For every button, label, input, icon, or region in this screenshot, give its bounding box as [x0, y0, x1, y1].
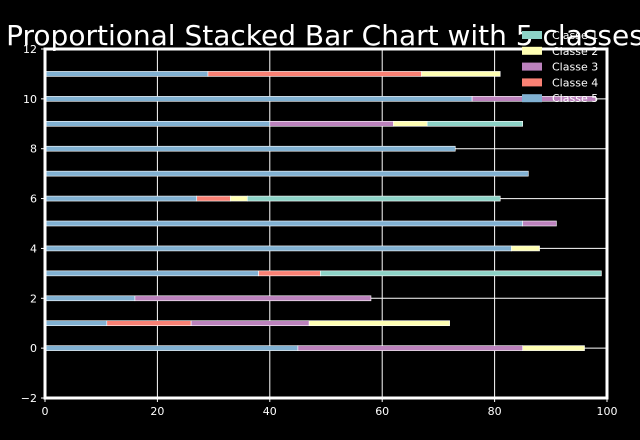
bar-segment-classe-2 [308, 320, 450, 327]
bar-segment-classe-5 [44, 220, 524, 227]
legend-swatch [522, 31, 542, 39]
legend-item: Classe 5 [522, 92, 598, 105]
x-tick-label: 60 [375, 405, 389, 418]
legend-item: Classe 4 [522, 76, 598, 89]
bar-segment-classe-2 [522, 345, 585, 351]
x-tick-label: 0 [42, 405, 49, 418]
bar-segment-classe-1 [426, 120, 524, 127]
bar-segment-classe-3 [134, 295, 372, 302]
bar-segment-classe-2 [393, 120, 428, 127]
bars [44, 71, 602, 351]
legend-item: Classe 1 [522, 29, 598, 42]
legend: Classe 1 Classe 2 Classe 3 Classe 4 Classe 5 [522, 29, 598, 105]
legend-label: Classe 5 [552, 92, 598, 105]
bar-segment-classe-2 [230, 195, 248, 202]
bar-segment-classe-5 [44, 145, 456, 152]
y-tick-label: 10 [23, 93, 37, 106]
legend-item: Classe 2 [522, 45, 598, 58]
bar-segment-classe-5 [44, 345, 299, 351]
bar-segment-classe-1 [320, 270, 602, 277]
bar-segment-classe-3 [522, 220, 557, 227]
legend-label: Classe 1 [552, 29, 598, 42]
x-tick-label: 20 [150, 405, 164, 418]
bar-segment-classe-2 [421, 71, 501, 77]
bar-segment-classe-4 [258, 270, 321, 277]
y-tick-label: −2 [21, 392, 37, 405]
bar-segment-classe-5 [44, 170, 529, 177]
bar-segment-classe-3 [297, 345, 523, 351]
bar-segment-classe-4 [207, 71, 422, 77]
bar-segment-classe-5 [44, 245, 512, 252]
legend-label: Classe 3 [552, 61, 598, 74]
y-tick-label: 0 [30, 342, 37, 355]
y-tick-label: 8 [30, 143, 37, 156]
bar-segment-classe-4 [196, 195, 231, 202]
bar-segment-classe-5 [44, 320, 108, 327]
bar-segment-classe-5 [44, 96, 473, 102]
bar-segment-classe-5 [44, 71, 209, 77]
legend-label: Classe 2 [552, 45, 598, 58]
bar-segment-classe-5 [44, 295, 136, 302]
x-tick-label: 100 [597, 405, 618, 418]
bar-segment-classe-2 [511, 245, 540, 252]
bar-segment-classe-5 [44, 120, 271, 127]
legend-label: Classe 4 [552, 76, 598, 89]
y-tick-label: 6 [30, 193, 37, 206]
legend-swatch [522, 78, 542, 87]
y-tick-label: 2 [30, 292, 37, 305]
bar-segment-classe-4 [106, 320, 192, 327]
bar-segment-classe-5 [44, 270, 259, 277]
legend-swatch [522, 62, 542, 71]
bar-segment-classe-3 [269, 120, 394, 127]
y-axis: −2 0 2 4 6 8 10 12 [21, 43, 45, 405]
x-tick-label: 40 [263, 405, 277, 418]
chart-title: Proportional Stacked Bar Chart with 5 cl… [6, 19, 640, 52]
legend-swatch [522, 94, 542, 103]
bar-segment-classe-5 [44, 195, 198, 202]
y-tick-label: 4 [30, 242, 37, 255]
x-axis: 0 20 40 60 80 100 [42, 398, 618, 418]
x-tick-label: 80 [488, 405, 502, 418]
legend-swatch [522, 46, 542, 55]
legend-item: Classe 3 [522, 61, 598, 74]
plot-frame [43, 47, 609, 400]
bar-segment-classe-3 [190, 320, 310, 327]
bar-segment-classe-1 [247, 195, 501, 202]
y-tick-label: 12 [23, 43, 37, 56]
